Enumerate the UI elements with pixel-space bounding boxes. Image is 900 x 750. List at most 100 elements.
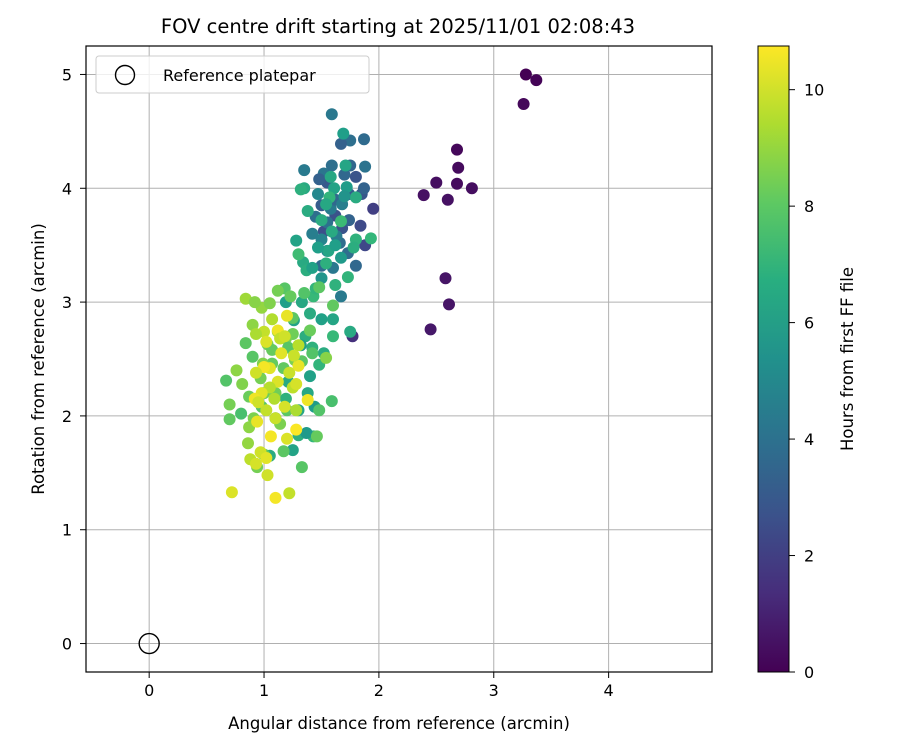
x-tick-label: 4 bbox=[604, 681, 614, 700]
data-point bbox=[292, 339, 305, 352]
data-point bbox=[451, 177, 463, 190]
data-point bbox=[364, 232, 377, 245]
data-point bbox=[306, 227, 319, 240]
data-point bbox=[358, 182, 370, 195]
reference-marker bbox=[138, 632, 160, 655]
colorbar-ticks: 0 2 4 6 8 10 bbox=[789, 81, 824, 682]
data-point bbox=[290, 234, 303, 247]
data-point bbox=[304, 370, 316, 383]
data-point bbox=[327, 330, 339, 343]
data-point bbox=[327, 299, 339, 312]
data-point bbox=[269, 491, 282, 504]
data-point bbox=[281, 432, 293, 445]
colorbar-tick-label: 4 bbox=[804, 430, 814, 449]
data-point bbox=[430, 176, 443, 189]
legend-entry-label: Reference platepar bbox=[163, 66, 316, 85]
data-point bbox=[295, 461, 308, 474]
data-point bbox=[252, 396, 265, 409]
data-point bbox=[341, 271, 354, 284]
plot-area-frame bbox=[85, 45, 713, 673]
data-point bbox=[335, 251, 347, 264]
data-point bbox=[246, 350, 259, 363]
data-point bbox=[220, 374, 233, 387]
data-point bbox=[301, 205, 314, 217]
data-point bbox=[268, 392, 281, 405]
y-tick-label: 4 bbox=[62, 179, 72, 198]
data-point bbox=[313, 404, 326, 417]
data-point bbox=[298, 164, 311, 177]
reference-marker-group bbox=[138, 632, 160, 655]
data-point bbox=[354, 219, 367, 232]
data-point bbox=[347, 241, 360, 254]
data-point bbox=[277, 445, 290, 458]
data-point bbox=[260, 404, 273, 417]
data-point bbox=[443, 298, 455, 311]
data-point bbox=[261, 469, 274, 482]
data-point bbox=[283, 487, 296, 500]
data-point bbox=[519, 68, 532, 81]
chart-title: FOV centre drift starting at 2025/11/01 … bbox=[161, 15, 635, 38]
data-point bbox=[325, 395, 338, 408]
data-point bbox=[278, 400, 291, 413]
data-point bbox=[260, 452, 273, 464]
colorbar bbox=[757, 45, 790, 673]
data-point bbox=[251, 415, 264, 428]
data-points bbox=[220, 68, 543, 504]
data-point bbox=[338, 190, 351, 203]
y-tick-label: 5 bbox=[62, 65, 72, 84]
x-tick-label: 1 bbox=[259, 681, 269, 700]
data-point bbox=[223, 413, 236, 426]
x-axis-ticks: 0 1 2 3 4 bbox=[144, 672, 614, 700]
legend: Reference platepar bbox=[95, 55, 370, 94]
data-point bbox=[320, 198, 333, 211]
data-point bbox=[248, 296, 261, 309]
data-point bbox=[335, 137, 347, 150]
data-point bbox=[239, 292, 252, 305]
data-point bbox=[327, 313, 339, 326]
x-tick-label: 3 bbox=[489, 681, 499, 700]
data-point bbox=[275, 347, 288, 360]
data-point bbox=[306, 261, 319, 274]
colorbar-tick-label: 0 bbox=[804, 663, 814, 682]
data-point bbox=[315, 214, 328, 227]
data-point bbox=[287, 349, 300, 362]
data-point bbox=[304, 324, 316, 337]
data-point bbox=[230, 364, 243, 377]
data-point bbox=[329, 239, 342, 252]
data-point bbox=[417, 189, 430, 202]
data-point bbox=[335, 290, 347, 303]
data-point bbox=[325, 225, 338, 238]
x-axis-label: Angular distance from reference (arcmin) bbox=[228, 714, 570, 733]
data-point bbox=[344, 325, 357, 338]
y-tick-label: 1 bbox=[62, 521, 72, 540]
data-point bbox=[320, 257, 333, 270]
data-point bbox=[451, 143, 463, 156]
x-tick-label: 0 bbox=[144, 681, 154, 700]
data-point bbox=[315, 272, 328, 285]
data-point bbox=[271, 284, 284, 297]
y-axis-label: Rotation from reference (arcmin) bbox=[29, 223, 48, 495]
colorbar-tick-label: 2 bbox=[804, 547, 814, 566]
data-point bbox=[441, 193, 454, 206]
data-point bbox=[349, 170, 362, 183]
data-point bbox=[339, 159, 352, 172]
colorbar-tick-label: 10 bbox=[804, 81, 824, 100]
data-point bbox=[290, 404, 303, 417]
data-point bbox=[266, 313, 279, 326]
data-point bbox=[284, 290, 297, 303]
data-point bbox=[250, 328, 262, 340]
data-point bbox=[349, 259, 362, 272]
y-axis-ticks: 0 1 2 3 4 5 bbox=[62, 65, 86, 654]
data-point bbox=[310, 430, 323, 443]
data-point bbox=[290, 423, 303, 436]
data-point bbox=[283, 366, 296, 379]
data-point bbox=[250, 457, 262, 470]
data-point bbox=[328, 182, 341, 195]
y-tick-label: 2 bbox=[62, 407, 72, 426]
data-point bbox=[465, 182, 478, 195]
data-point bbox=[315, 313, 328, 326]
data-point bbox=[236, 378, 249, 390]
y-tick-label: 3 bbox=[62, 293, 72, 312]
data-point bbox=[235, 407, 248, 420]
